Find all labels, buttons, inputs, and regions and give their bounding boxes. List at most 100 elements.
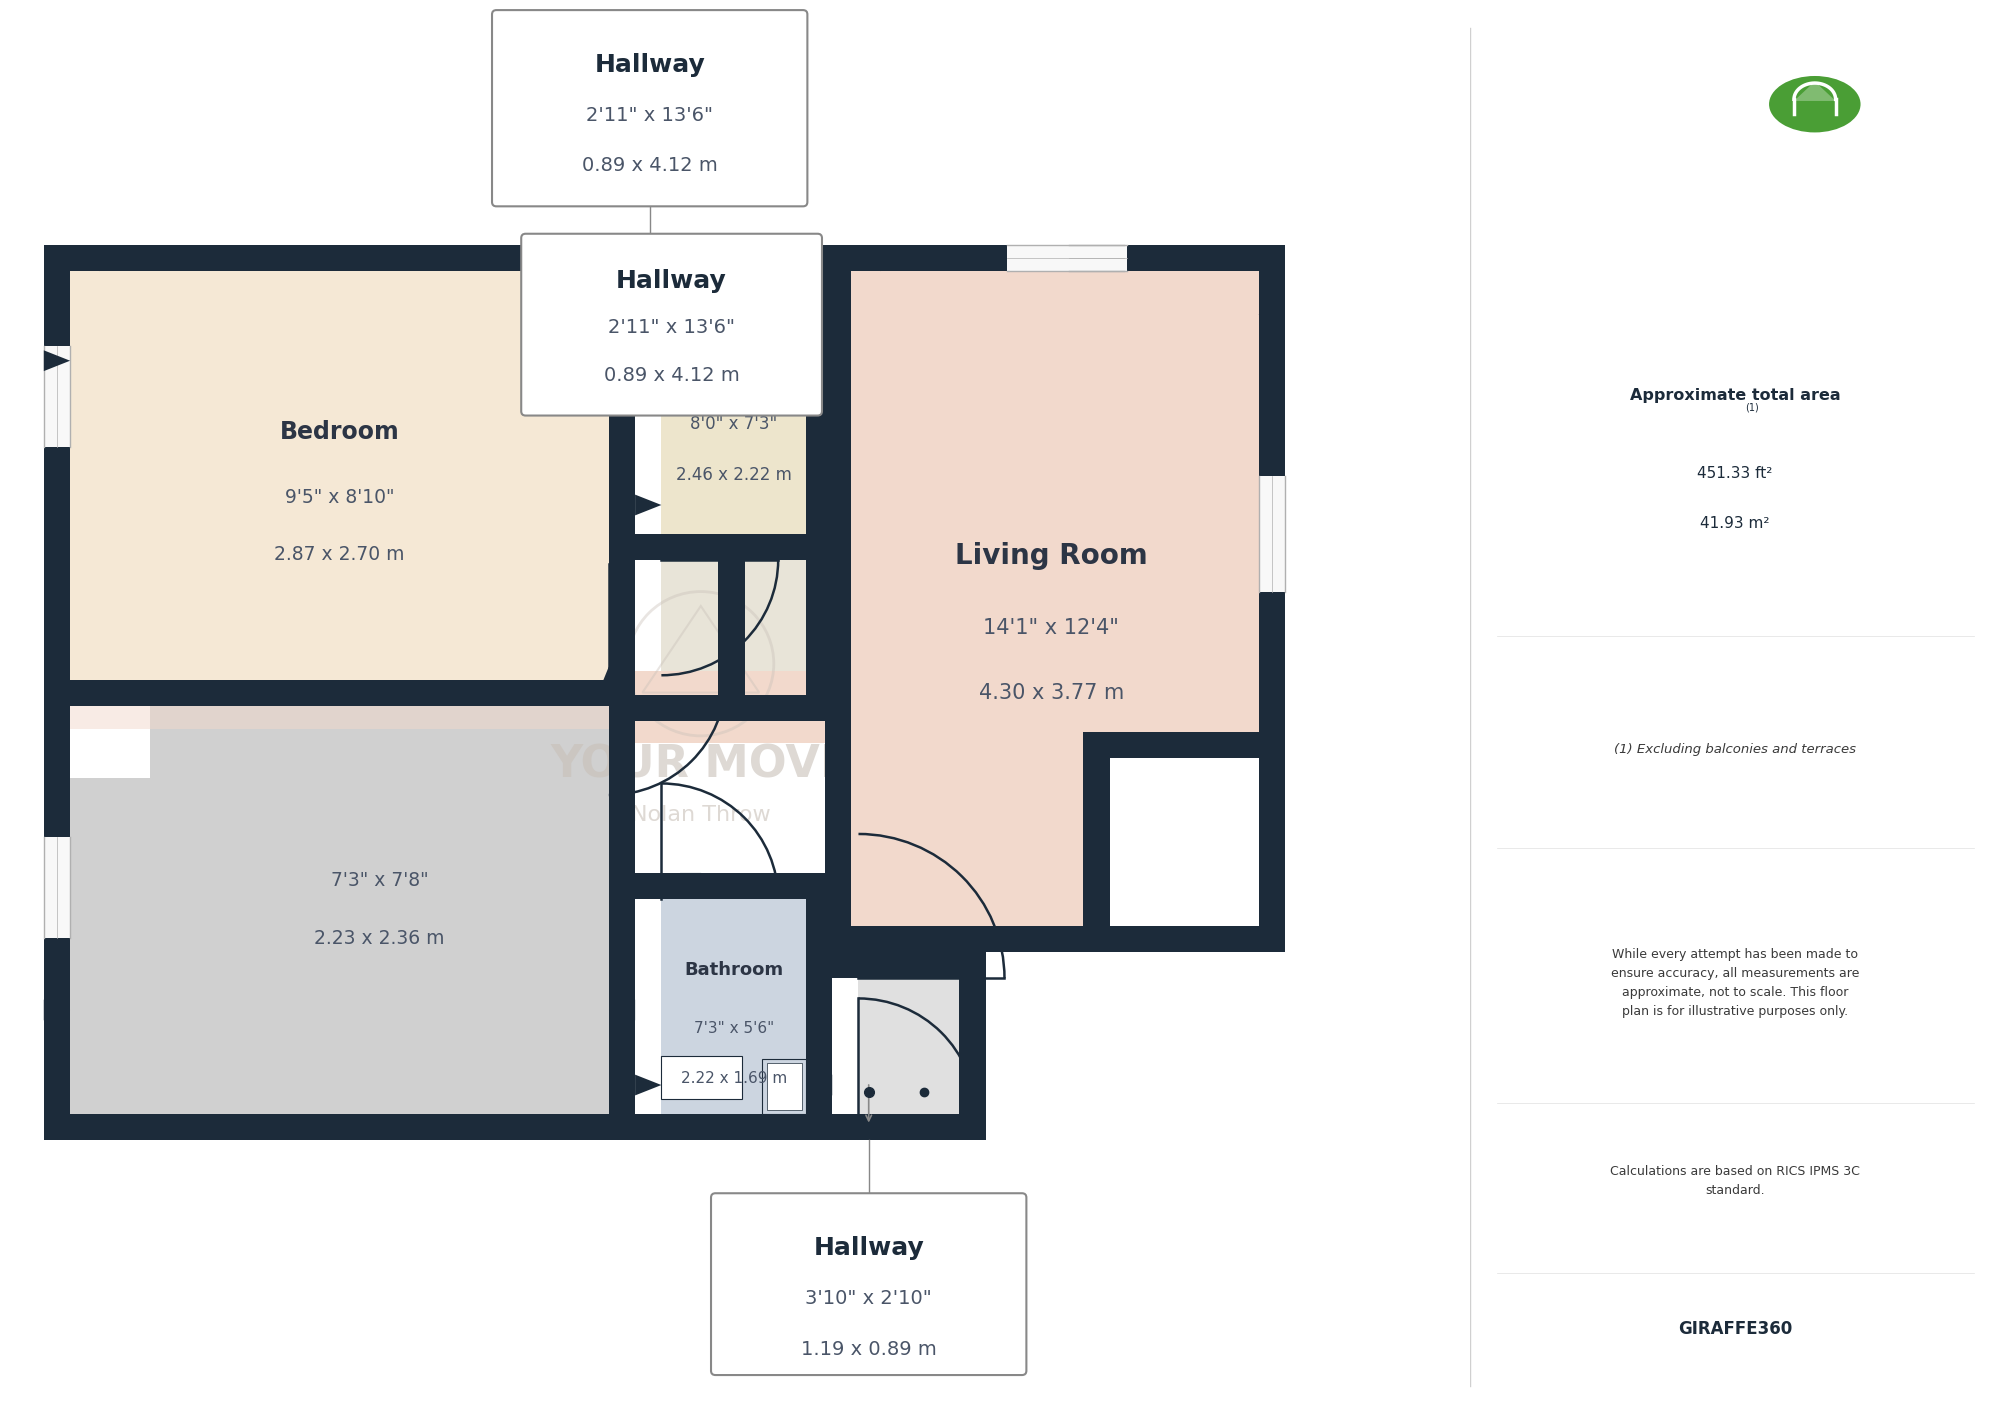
Bar <box>762 1059 806 1114</box>
Bar <box>70 686 1284 728</box>
Bar <box>662 1056 742 1100</box>
Bar <box>44 245 636 271</box>
Bar <box>44 346 70 447</box>
Bar <box>150 706 608 1114</box>
Bar <box>44 837 70 937</box>
Bar <box>608 670 852 744</box>
Polygon shape <box>806 1075 832 1096</box>
FancyBboxPatch shape <box>492 10 808 206</box>
Bar <box>44 680 636 706</box>
Bar <box>858 978 960 1114</box>
Bar <box>1110 731 1284 952</box>
Bar <box>852 271 1258 926</box>
Text: While every attempt has been made to
ensure accuracy, all measurements are
appro: While every attempt has been made to ens… <box>1610 947 1860 1018</box>
Text: 2.22 x 1.69 m: 2.22 x 1.69 m <box>680 1070 786 1086</box>
Text: 8'0" x 7'3": 8'0" x 7'3" <box>690 416 778 433</box>
Bar <box>664 245 738 271</box>
Text: 14'1" x 12'4": 14'1" x 12'4" <box>984 618 1120 638</box>
Bar <box>824 245 1284 271</box>
Bar <box>752 245 810 271</box>
Bar <box>636 1114 832 1140</box>
Text: 451.33 ft²: 451.33 ft² <box>1698 467 1772 481</box>
Text: 7'3" x 7'8": 7'3" x 7'8" <box>330 871 428 891</box>
Text: (1) Excluding balconies and terraces: (1) Excluding balconies and terraces <box>1614 742 1856 756</box>
Text: 7'3" x 5'6": 7'3" x 5'6" <box>694 1021 774 1035</box>
Bar <box>662 271 806 534</box>
Text: Living Room: Living Room <box>954 542 1148 570</box>
Text: 2'11" x 13'6": 2'11" x 13'6" <box>608 318 736 337</box>
Text: 0.89 x 4.12 m: 0.89 x 4.12 m <box>604 366 740 385</box>
Polygon shape <box>636 495 662 515</box>
Text: Kitchen: Kitchen <box>688 349 778 369</box>
Polygon shape <box>870 245 890 271</box>
Bar <box>824 926 1284 952</box>
Bar <box>1084 926 1284 952</box>
Bar <box>1068 245 1128 271</box>
Bar <box>636 245 832 271</box>
FancyBboxPatch shape <box>712 1193 1026 1374</box>
Bar <box>662 534 806 696</box>
Text: Hallway: Hallway <box>594 52 706 76</box>
Bar <box>806 245 832 721</box>
Bar <box>686 271 782 322</box>
Bar <box>766 1063 802 1110</box>
Text: YOUR MOVE: YOUR MOVE <box>550 744 850 786</box>
Polygon shape <box>780 245 802 271</box>
Polygon shape <box>1258 304 1284 325</box>
Text: 3'10" x 2'10": 3'10" x 2'10" <box>806 1290 932 1308</box>
Bar <box>636 696 832 721</box>
Bar <box>1084 731 1110 952</box>
Bar <box>44 1114 636 1140</box>
Text: 4.30 x 3.77 m: 4.30 x 3.77 m <box>978 683 1124 703</box>
Bar <box>608 245 636 1140</box>
Polygon shape <box>680 872 702 899</box>
Text: 2'11" x 13'6": 2'11" x 13'6" <box>586 106 714 124</box>
Bar <box>832 952 986 978</box>
Polygon shape <box>44 351 70 370</box>
Bar <box>662 899 806 1114</box>
Text: 2.46 x 2.22 m: 2.46 x 2.22 m <box>676 465 792 484</box>
Bar <box>636 534 832 560</box>
Polygon shape <box>88 245 110 271</box>
Bar <box>70 271 608 680</box>
Text: (1): (1) <box>1746 403 1760 413</box>
Bar <box>636 872 832 899</box>
Text: GIRAFFE360: GIRAFFE360 <box>1678 1321 1792 1338</box>
Circle shape <box>1768 75 1862 133</box>
Bar <box>806 872 832 1140</box>
Text: 41.93 m²: 41.93 m² <box>1700 516 1770 530</box>
Text: Hallway: Hallway <box>814 1236 924 1260</box>
Text: Nolan Throw: Nolan Throw <box>1796 174 1844 184</box>
Text: Bathroom: Bathroom <box>684 962 784 980</box>
Text: 0.89 x 4.12 m: 0.89 x 4.12 m <box>582 157 718 175</box>
Bar <box>960 952 986 1140</box>
Text: YOUR MOVE: YOUR MOVE <box>1786 150 1854 160</box>
Text: 1.19 x 0.89 m: 1.19 x 0.89 m <box>800 1339 936 1359</box>
Polygon shape <box>44 1000 70 1021</box>
Polygon shape <box>598 666 620 693</box>
Bar <box>44 245 70 1140</box>
Bar <box>1258 477 1284 591</box>
Bar <box>832 1114 986 1140</box>
FancyBboxPatch shape <box>522 233 822 416</box>
Text: Calculations are based on RICS IPMS 3C
standard.: Calculations are based on RICS IPMS 3C s… <box>1610 1165 1860 1196</box>
Polygon shape <box>636 1075 662 1096</box>
Polygon shape <box>806 495 832 515</box>
Polygon shape <box>608 1000 636 1021</box>
Bar <box>1258 245 1284 758</box>
Bar <box>1084 731 1284 758</box>
Text: Nolan Throw: Nolan Throw <box>630 805 770 826</box>
Text: Hallway: Hallway <box>616 269 726 293</box>
Polygon shape <box>666 245 686 271</box>
Bar <box>824 245 852 952</box>
Polygon shape <box>1794 82 1836 100</box>
Polygon shape <box>680 1114 702 1140</box>
Text: Bedroom: Bedroom <box>280 420 400 444</box>
Text: 9'5" x 8'10": 9'5" x 8'10" <box>284 488 394 506</box>
Bar <box>70 778 150 1114</box>
Polygon shape <box>608 351 636 370</box>
Text: Approximate total area: Approximate total area <box>1630 389 1840 403</box>
Bar <box>1258 758 1284 952</box>
Bar <box>1008 245 1124 271</box>
Circle shape <box>1750 64 1880 144</box>
